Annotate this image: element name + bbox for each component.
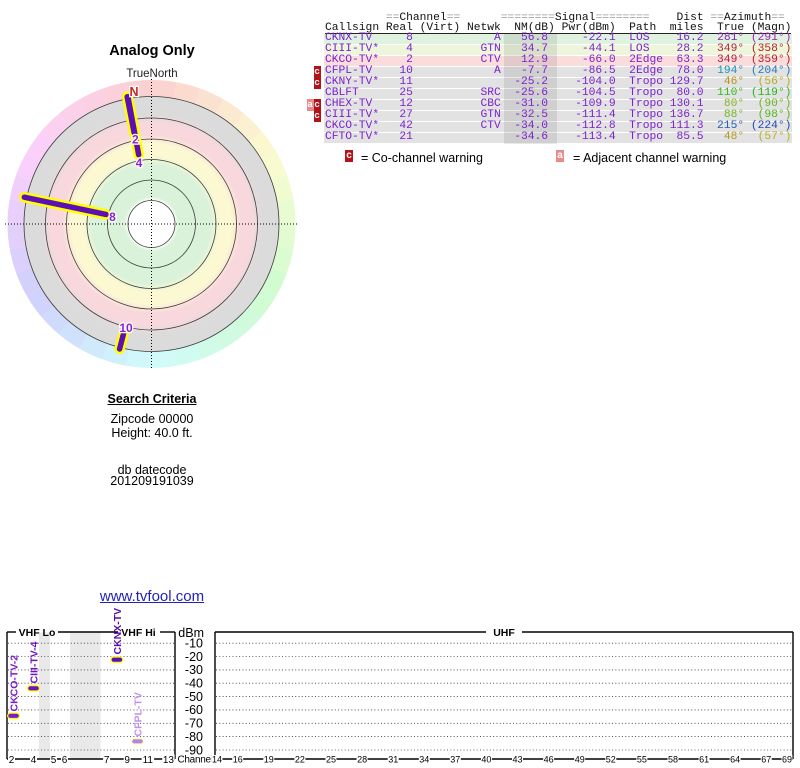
svg-text:VHF Hi: VHF Hi (121, 627, 156, 639)
svg-text:40: 40 (481, 754, 491, 764)
svg-text:13: 13 (163, 755, 175, 766)
svg-text:-50: -50 (185, 690, 203, 704)
svg-text:dBm: dBm (178, 626, 204, 640)
svg-text:6: 6 (62, 755, 68, 766)
svg-text:67: 67 (761, 754, 771, 764)
svg-text:UHF: UHF (493, 627, 515, 639)
svg-text:8: 8 (109, 210, 116, 224)
svg-text:52: 52 (606, 754, 616, 764)
svg-text:55: 55 (637, 754, 647, 764)
svg-text:Channel: Channel (178, 755, 213, 766)
svg-text:10: 10 (119, 321, 133, 335)
svg-text:-90: -90 (185, 743, 203, 757)
svg-text:CIII-TV-4: CIII-TV-4 (29, 641, 41, 683)
svg-text:CKCO-TV-2: CKCO-TV-2 (9, 655, 21, 712)
svg-text:46: 46 (544, 754, 554, 764)
svg-text:25: 25 (326, 754, 336, 764)
svg-text:64: 64 (730, 754, 740, 764)
svg-text:4: 4 (136, 156, 143, 170)
svg-text:11: 11 (143, 755, 154, 766)
svg-text:28: 28 (357, 754, 367, 764)
svg-text:-10: -10 (185, 637, 203, 651)
svg-text:5: 5 (51, 755, 57, 766)
svg-text:37: 37 (450, 754, 460, 764)
svg-text:19: 19 (264, 754, 274, 764)
svg-text:CFPL-TV: CFPL-TV (133, 692, 145, 736)
svg-text:N: N (129, 85, 138, 99)
svg-text:-20: -20 (185, 650, 203, 664)
svg-text:7: 7 (104, 755, 110, 766)
svg-text:16: 16 (233, 754, 243, 764)
svg-text:22: 22 (295, 754, 305, 764)
svg-text:31: 31 (388, 754, 398, 764)
svg-text:4: 4 (31, 755, 37, 766)
svg-text:69: 69 (782, 754, 792, 764)
svg-text:-60: -60 (185, 703, 203, 717)
svg-text:58: 58 (668, 754, 678, 764)
svg-text:9: 9 (124, 755, 130, 766)
svg-text:14: 14 (212, 754, 222, 764)
svg-text:43: 43 (512, 754, 522, 764)
svg-text:2: 2 (132, 133, 139, 147)
svg-text:-80: -80 (185, 730, 203, 744)
svg-text:-70: -70 (185, 717, 203, 731)
svg-text:49: 49 (575, 754, 585, 764)
svg-text:CKNX-TV: CKNX-TV (112, 608, 124, 655)
svg-text:VHF Lo: VHF Lo (19, 627, 56, 639)
svg-text:-40: -40 (185, 677, 203, 691)
svg-text:-30: -30 (185, 663, 203, 677)
svg-text:34: 34 (419, 754, 429, 764)
svg-text:2: 2 (9, 755, 15, 766)
svg-text:61: 61 (699, 754, 709, 764)
